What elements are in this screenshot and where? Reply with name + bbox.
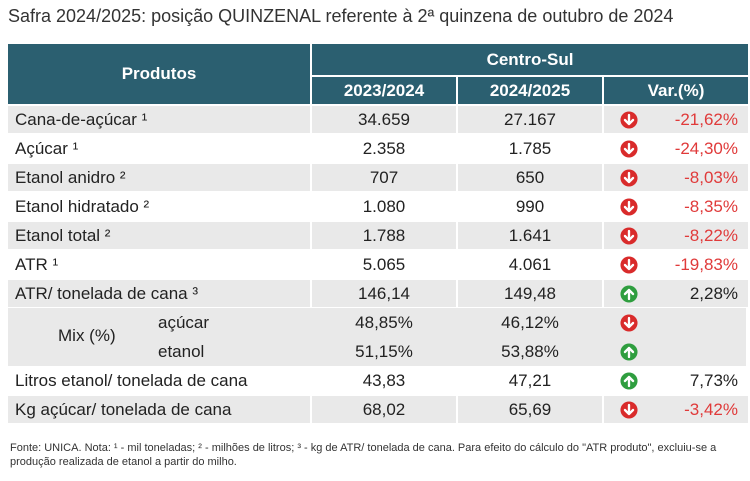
mix-label-cell: etanol <box>8 338 310 365</box>
value-2023-2024: 5.065 <box>312 251 456 278</box>
table-row: Etanol hidratado ² 1.080 990 -8,35% <box>8 193 749 220</box>
arrow-down-circle-icon <box>620 110 638 129</box>
table-row: Litros etanol/ tonelada de cana 43,83 47… <box>8 367 749 394</box>
table-row-mix-acucar: açúcar 48,85% 46,12% <box>8 309 748 336</box>
row-label: ATR/ tonelada de cana ³ <box>8 280 310 307</box>
arrow-down-circle-icon <box>620 255 638 274</box>
variation-cell: -3,42% <box>604 396 749 423</box>
variation-cell: -21,62% <box>604 106 749 133</box>
table-row: Açúcar ¹ 2.358 1.785 -24,30% <box>8 135 749 162</box>
variation-value: 7,73% <box>689 370 739 390</box>
mix-label-cell: açúcar <box>8 309 310 336</box>
value-2024-2025: 990 <box>458 193 602 220</box>
value-2023-2024: 707 <box>312 164 456 191</box>
header-col-2024-2025: 2024/2025 <box>458 77 602 104</box>
value-2024-2025: 149,48 <box>458 280 602 307</box>
mix-sub-label: etanol <box>158 341 205 361</box>
table-row: Cana-de-açúcar ¹ 34.659 27.167 -21,62% <box>8 106 749 133</box>
value-2024-2025: 27.167 <box>458 106 602 133</box>
variation-cell: 2,28% <box>604 280 749 307</box>
row-label: Cana-de-açúcar ¹ <box>8 106 310 133</box>
value-2024-2025: 1.641 <box>458 222 602 249</box>
variation-value: -8,35% <box>684 196 739 216</box>
variation-value: -21,62% <box>674 109 739 129</box>
value-2024-2025: 4.061 <box>458 251 602 278</box>
row-label: ATR ¹ <box>8 251 310 278</box>
value-2023-2024: 2.358 <box>312 135 456 162</box>
value-2023-2024: 43,83 <box>312 367 456 394</box>
variation-value: -3,42% <box>684 399 739 419</box>
variation-value: 2,28% <box>689 283 739 303</box>
table-row-mix-etanol: etanol 51,15% 53,88% <box>8 338 748 365</box>
row-label: Etanol total ² <box>8 222 310 249</box>
table-row: ATR/ tonelada de cana ³ 146,14 149,48 2,… <box>8 280 749 307</box>
arrow-down-circle-icon <box>620 197 638 216</box>
value-2023-2024: 1.788 <box>312 222 456 249</box>
arrow-up-circle-icon <box>620 342 638 361</box>
page-title: Safra 2024/2025: posição QUINZENAL refer… <box>8 6 674 26</box>
variation-cell: -8,35% <box>604 193 749 220</box>
variation-cell: -24,30% <box>604 135 749 162</box>
value-2024-2025: 53,88% <box>501 341 559 361</box>
arrow-up-circle-icon <box>620 371 638 390</box>
mix-sub-label: açúcar <box>158 312 210 332</box>
value-2023-2024: 146,14 <box>312 280 456 307</box>
variation-value: -24,30% <box>674 138 739 158</box>
value-2023-2024: 51,15% <box>355 341 413 361</box>
variation-cell: -19,83% <box>604 251 749 278</box>
value-2024-2025: 650 <box>458 164 602 191</box>
variation-cell: 7,73% <box>604 367 749 394</box>
variation-value: -8,03% <box>684 167 739 187</box>
header-col-2023-2024: 2023/2024 <box>312 77 456 104</box>
variation-cell: -8,03% <box>604 164 749 191</box>
variation-cell <box>604 338 748 365</box>
value-2023-2024: 68,02 <box>312 396 456 423</box>
arrow-up-circle-icon <box>620 284 638 303</box>
row-label: Litros etanol/ tonelada de cana <box>8 367 310 394</box>
arrow-down-circle-icon <box>620 139 638 158</box>
footnote: Fonte: UNICA. Nota: ¹ - mil toneladas; ²… <box>10 442 717 468</box>
value-2023-2024: 1.080 <box>312 193 456 220</box>
value-2023-2024: 48,85% <box>355 312 413 332</box>
table-row: Kg açúcar/ tonelada de cana 68,02 65,69 … <box>8 396 749 423</box>
variation-cell <box>604 309 748 336</box>
header-region: Centro-Sul <box>312 44 749 75</box>
value-2023-2024: 34.659 <box>312 106 456 133</box>
variation-value: -19,83% <box>674 254 739 274</box>
header-col-var: Var.(%) <box>604 77 749 104</box>
data-table: Produtos Centro-Sul 2023/2024 2024/2025 … <box>6 42 750 425</box>
table-row: Etanol anidro ² 707 650 -8,03% <box>8 164 749 191</box>
value-2024-2025: 1.785 <box>458 135 602 162</box>
table-row: Etanol total ² 1.788 1.641 -8,22% <box>8 222 749 249</box>
arrow-down-circle-icon <box>620 400 638 419</box>
mix-label: Mix (%) <box>58 326 116 345</box>
header-produtos: Produtos <box>8 44 310 104</box>
variation-value: -8,22% <box>684 225 739 245</box>
value-2024-2025: 46,12% <box>501 312 559 332</box>
arrow-down-circle-icon <box>620 168 638 187</box>
value-2024-2025: 47,21 <box>458 367 602 394</box>
row-label: Açúcar ¹ <box>8 135 310 162</box>
row-label: Etanol hidratado ² <box>8 193 310 220</box>
table-row: ATR ¹ 5.065 4.061 -19,83% <box>8 251 749 278</box>
row-label: Etanol anidro ² <box>8 164 310 191</box>
row-label: Kg açúcar/ tonelada de cana <box>8 396 310 423</box>
arrow-down-circle-icon <box>620 226 638 245</box>
arrow-down-circle-icon <box>620 313 638 332</box>
variation-cell: -8,22% <box>604 222 749 249</box>
value-2024-2025: 65,69 <box>458 396 602 423</box>
